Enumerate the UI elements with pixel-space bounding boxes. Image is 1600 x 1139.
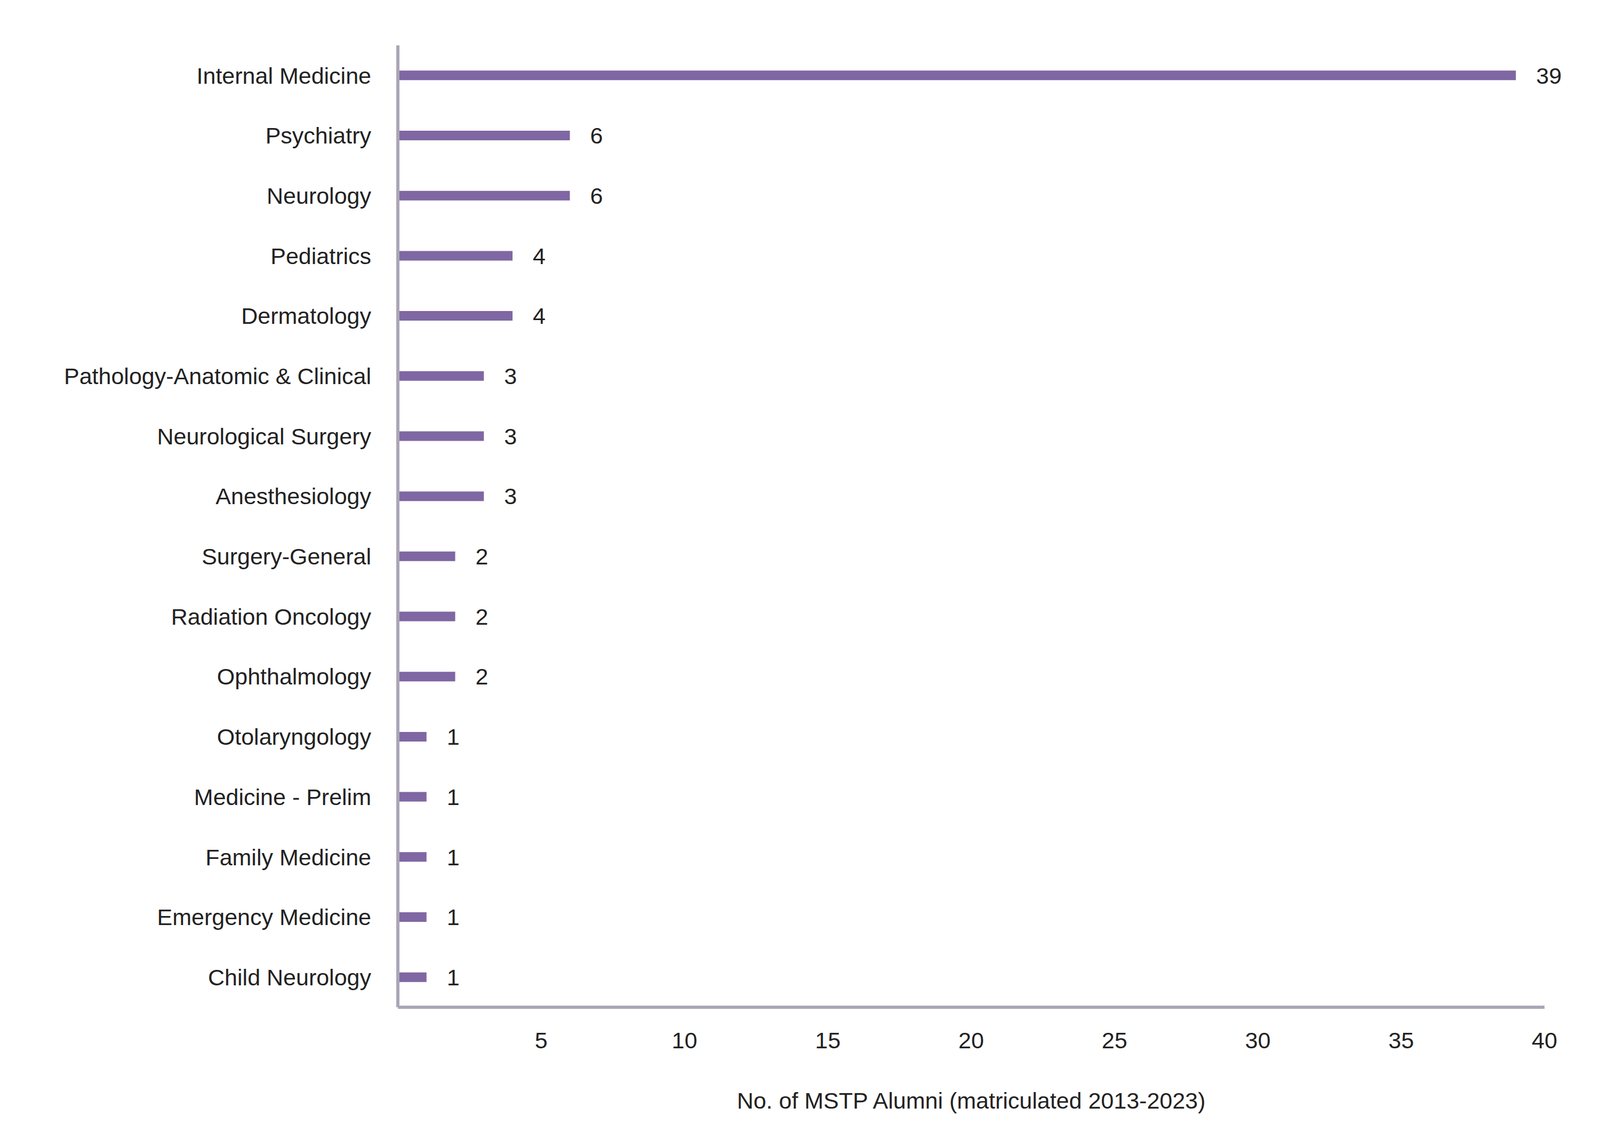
svg-text:Ophthalmology: Ophthalmology bbox=[217, 663, 372, 690]
svg-text:15: 15 bbox=[814, 1027, 841, 1053]
svg-text:Neurology: Neurology bbox=[266, 182, 372, 209]
svg-text:20: 20 bbox=[958, 1027, 984, 1053]
svg-text:Emergency Medicine: Emergency Medicine bbox=[156, 904, 372, 930]
svg-text:Medicine - Prelim: Medicine - Prelim bbox=[194, 784, 372, 810]
svg-text:Otolaryngology: Otolaryngology bbox=[217, 723, 372, 750]
svg-text:Pediatrics: Pediatrics bbox=[270, 243, 372, 269]
svg-text:4: 4 bbox=[532, 302, 546, 329]
svg-text:3: 3 bbox=[504, 423, 517, 450]
svg-text:1: 1 bbox=[446, 784, 460, 810]
svg-text:40: 40 bbox=[1531, 1027, 1558, 1053]
svg-text:5: 5 bbox=[534, 1027, 548, 1053]
svg-text:Anesthesiology: Anesthesiology bbox=[215, 483, 372, 509]
svg-text:Family Medicine: Family Medicine bbox=[205, 844, 372, 870]
svg-text:6: 6 bbox=[590, 122, 604, 149]
svg-text:1: 1 bbox=[446, 723, 460, 750]
svg-text:Dermatology: Dermatology bbox=[241, 302, 372, 329]
svg-text:2: 2 bbox=[475, 603, 489, 630]
svg-text:Surgery-General: Surgery-General bbox=[201, 543, 372, 570]
svg-text:1: 1 bbox=[446, 844, 460, 870]
svg-text:Pathology-Anatomic & Clinical: Pathology-Anatomic & Clinical bbox=[64, 363, 372, 389]
svg-text:Psychiatry: Psychiatry bbox=[265, 122, 372, 149]
svg-text:Internal Medicine: Internal Medicine bbox=[196, 62, 372, 89]
svg-text:3: 3 bbox=[504, 483, 517, 509]
svg-text:4: 4 bbox=[532, 243, 546, 269]
svg-text:No. of MSTP Alumni (matriculat: No. of MSTP Alumni (matriculated 2013-20… bbox=[737, 1087, 1206, 1114]
svg-text:1: 1 bbox=[446, 904, 460, 930]
svg-text:Radiation Oncology: Radiation Oncology bbox=[171, 603, 372, 630]
svg-text:Neurological Surgery: Neurological Surgery bbox=[156, 423, 372, 450]
svg-text:1: 1 bbox=[446, 964, 460, 990]
svg-text:6: 6 bbox=[590, 182, 604, 209]
svg-text:2: 2 bbox=[475, 663, 489, 690]
svg-text:39: 39 bbox=[1536, 62, 1562, 89]
svg-text:35: 35 bbox=[1388, 1027, 1414, 1053]
svg-text:25: 25 bbox=[1101, 1027, 1128, 1053]
svg-text:Child Neurology: Child Neurology bbox=[208, 964, 372, 990]
svg-text:2: 2 bbox=[475, 543, 489, 570]
svg-text:10: 10 bbox=[672, 1027, 698, 1053]
svg-text:30: 30 bbox=[1245, 1027, 1271, 1053]
svg-text:3: 3 bbox=[504, 363, 517, 389]
